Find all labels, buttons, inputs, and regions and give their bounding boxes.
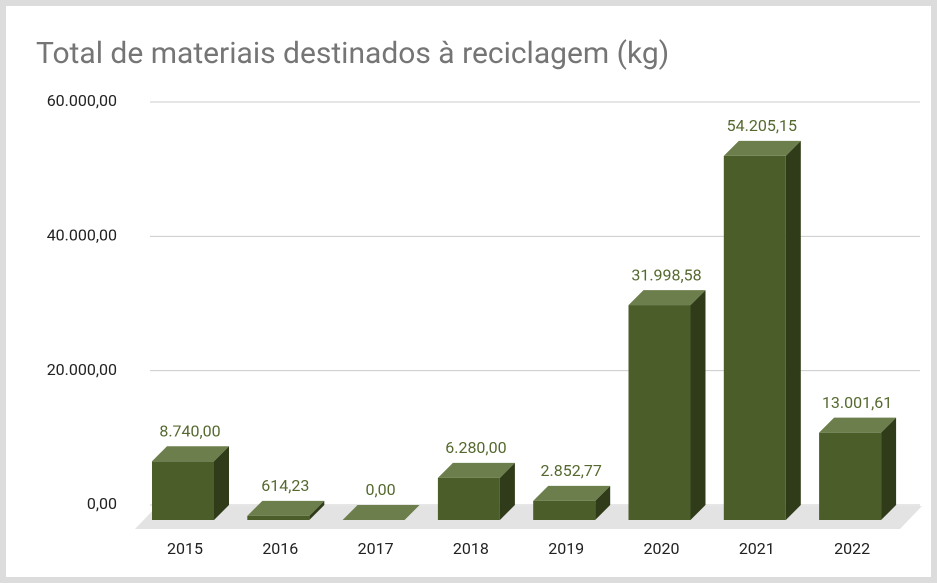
- x-tick-label: 2015: [167, 539, 203, 558]
- bar: [342, 505, 420, 520]
- bar-top: [342, 505, 420, 520]
- value-label: 0,00: [366, 480, 396, 499]
- value-label: 8.740,00: [159, 422, 220, 441]
- bar-side: [595, 485, 611, 520]
- bar: [628, 290, 706, 520]
- value-label: 614,23: [261, 476, 309, 495]
- bar-side: [690, 290, 706, 520]
- bar-side: [881, 417, 897, 520]
- bar: [819, 417, 897, 520]
- value-label: 2.852,77: [541, 461, 602, 480]
- bar-front: [533, 500, 596, 520]
- bar-side: [309, 500, 325, 520]
- bar-side: [214, 446, 229, 520]
- bar-front: [819, 432, 882, 520]
- bar-top: [819, 417, 897, 433]
- x-tick-label: 2016: [262, 539, 298, 558]
- bar-side: [499, 462, 515, 520]
- x-tick-label: 2020: [644, 539, 680, 558]
- y-tick-label: 60.000,00: [47, 91, 117, 110]
- y-tick-label: 40.000,00: [47, 226, 117, 245]
- value-label: 54.205,15: [727, 116, 797, 135]
- bar: [437, 462, 515, 520]
- value-label: 31.998,58: [631, 265, 701, 284]
- x-tick-label: 2019: [548, 539, 584, 558]
- bar-top: [628, 290, 706, 306]
- bar: [247, 500, 325, 520]
- x-tick-label: 2017: [358, 539, 394, 558]
- bar-front: [723, 155, 786, 521]
- y-tick-label: 20.000,00: [47, 360, 117, 379]
- bar-front: [247, 515, 310, 520]
- bar: [533, 485, 611, 520]
- x-tick-label: 2021: [739, 539, 775, 558]
- x-tick-label: 2018: [453, 539, 489, 558]
- bar-front: [628, 305, 691, 520]
- bar-front: [437, 477, 500, 520]
- x-tick-label: 2022: [834, 539, 870, 558]
- bar-top: [533, 485, 611, 501]
- value-label: 13.001,61: [822, 393, 892, 412]
- bar: [152, 446, 229, 520]
- bar: [723, 140, 801, 521]
- value-label: 6.280,00: [445, 438, 506, 457]
- bar-top: [152, 446, 229, 462]
- bar-side: [785, 140, 801, 521]
- bar-top: [723, 140, 801, 156]
- bar-top: [247, 500, 325, 516]
- bar-front: [152, 461, 214, 520]
- y-tick-label: 0,00: [87, 494, 117, 513]
- chart-title: Total de materiais destinados à reciclag…: [36, 36, 669, 71]
- bar-top: [437, 462, 515, 478]
